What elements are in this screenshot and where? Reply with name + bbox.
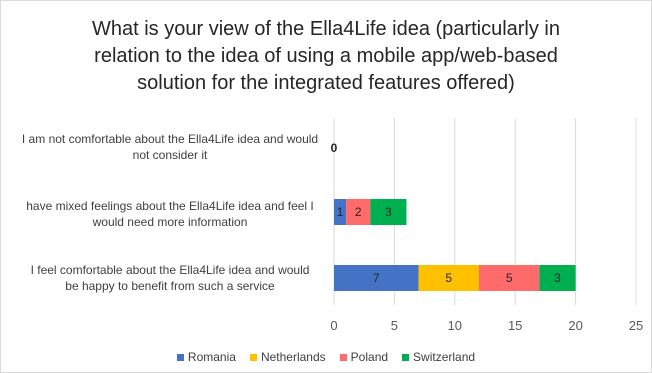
chart-title-line-3: solution for the integrated features off… [137, 72, 515, 94]
bar-poland [346, 199, 371, 225]
legend: Romania Netherlands Poland Switzerland [0, 350, 652, 364]
category-label-not-comfortable: I am not comfortable about the Ella4Life… [20, 131, 320, 163]
legend-swatch-poland [339, 353, 347, 361]
chart-title-line-2: relation to the idea of using a mobile a… [94, 45, 558, 67]
bar-switzerland [539, 265, 576, 291]
data-label: 3 [554, 271, 561, 285]
category-label-line: have mixed feelings about the Ella4Life … [26, 199, 314, 213]
data-label: 3 [385, 205, 392, 219]
data-label: 7 [373, 271, 380, 285]
legend-swatch-romania [176, 353, 184, 361]
category-label-line: I feel comfortable about the Ella4Life i… [30, 263, 310, 277]
legend-item-switzerland: Switzerland [402, 350, 475, 364]
data-label: 0 [331, 141, 338, 155]
bar-romania [334, 265, 419, 291]
chart-title: What is your view of the Ella4Life idea … [0, 16, 652, 97]
category-label-line: would need more information [92, 215, 248, 229]
legend-label-switzerland: Switzerland [413, 350, 476, 364]
bar-romania [334, 199, 347, 225]
category-label-line: be happy to benefit from such a service [65, 279, 275, 293]
legend-item-poland: Poland [339, 350, 389, 364]
bar-netherlands [418, 265, 479, 291]
data-label: 5 [445, 271, 452, 285]
legend-swatch-switzerland [402, 353, 410, 361]
x-tick-label: 5 [391, 318, 398, 333]
x-tick-label: 0 [330, 318, 337, 333]
legend-item-netherlands: Netherlands [249, 350, 326, 364]
legend-swatch-netherlands [249, 353, 257, 361]
category-label-comfortable: I feel comfortable about the Ella4Life i… [20, 262, 320, 294]
data-label: 5 [506, 271, 513, 285]
category-label-line: I am not comfortable about the Ella4Life… [21, 132, 319, 146]
x-tick-label: 20 [568, 318, 582, 333]
bar-poland [478, 265, 540, 291]
data-label: 2 [355, 205, 362, 219]
legend-label-romania: Romania [187, 350, 236, 364]
category-label-line: not consider it [132, 148, 208, 162]
bar-switzerland [370, 199, 407, 225]
legend-label-poland: Poland [350, 350, 389, 364]
x-tick-label: 10 [448, 318, 462, 333]
legend-item-romania: Romania [176, 350, 236, 364]
x-tick-label: 15 [508, 318, 522, 333]
legend-label-netherlands: Netherlands [260, 350, 326, 364]
chart-title-line-1: What is your view of the Ella4Life idea … [92, 18, 560, 40]
data-label: 1 [337, 205, 344, 219]
x-tick-label: 25 [629, 318, 643, 333]
category-label-mixed-feelings: have mixed feelings about the Ella4Life … [20, 198, 320, 230]
